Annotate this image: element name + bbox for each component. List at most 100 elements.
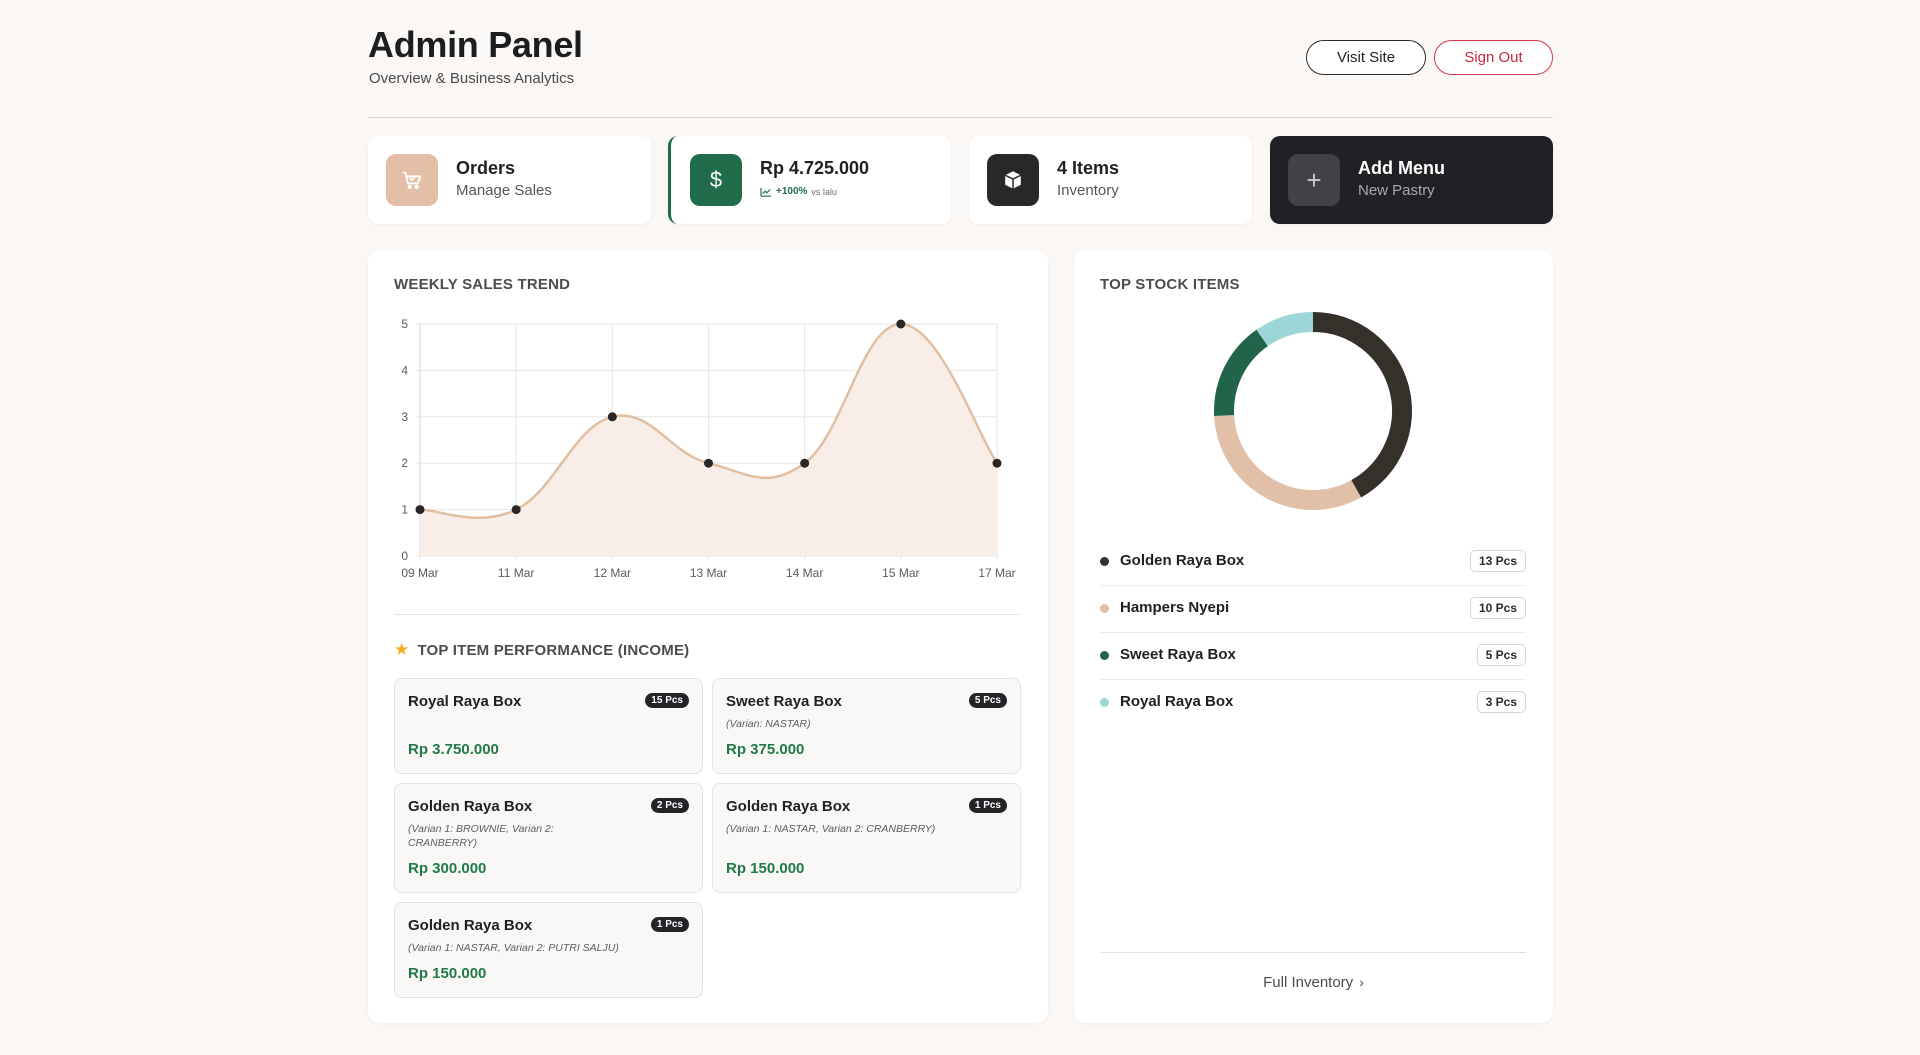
sign-out-button[interactable]: Sign Out: [1434, 40, 1553, 75]
inventory-card[interactable]: 4 Items Inventory: [969, 136, 1252, 224]
performance-card: Golden Raya Box 2 Pcs (Varian 1: BROWNIE…: [394, 783, 703, 893]
y-tick-label: 4: [401, 363, 408, 377]
legend-dot: [1100, 604, 1109, 613]
full-inventory-link[interactable]: Full Inventory ›: [1074, 974, 1553, 991]
data-point: [896, 319, 906, 329]
stock-qty-badge: 10 Pcs: [1469, 597, 1526, 619]
page-subtitle: Overview & Business Analytics: [369, 70, 575, 87]
data-point: [607, 412, 617, 422]
performance-income: Rp 300.000: [408, 860, 487, 877]
y-tick-label: 5: [401, 317, 408, 331]
y-tick-label: 3: [401, 410, 408, 424]
donut-slice: [1256, 312, 1314, 347]
performance-variant: (Varian 1: NASTAR, Varian 2: PUTRI SALJU…: [408, 942, 619, 954]
performance-variant: (Varian 1: NASTAR, Varian 2: CRANBERRY): [726, 823, 936, 835]
y-tick-label: 0: [401, 549, 408, 563]
sales-area: [420, 324, 997, 556]
performance-income: Rp 150.000: [726, 860, 805, 877]
x-tick-label: 15 Mar: [882, 566, 919, 580]
x-tick-label: 09 Mar: [401, 566, 438, 580]
data-point: [511, 505, 521, 515]
donut-slice: [1312, 312, 1412, 498]
performance-qty-badge: 5 Pcs: [968, 693, 1007, 708]
donut-slice: [1214, 329, 1269, 417]
x-tick-label: 13 Mar: [690, 566, 727, 580]
orders-card[interactable]: Orders Manage Sales: [368, 136, 651, 224]
y-tick-label: 2: [401, 456, 408, 470]
add-menu-title: Add Menu: [1358, 158, 1445, 178]
stock-item-name: Sweet Raya Box: [1120, 646, 1236, 663]
performance-qty-badge: 15 Pcs: [645, 693, 689, 708]
performance-card: Golden Raya Box 1 Pcs (Varian 1: NASTAR,…: [394, 902, 703, 998]
box-icon: [987, 154, 1039, 206]
inventory-count: 4 Items: [1057, 158, 1120, 178]
chevron-right-icon: ›: [1359, 974, 1364, 990]
x-tick-label: 12 Mar: [594, 566, 631, 580]
revenue-trend: +100% vs lalu: [760, 186, 837, 197]
x-tick-label: 11 Mar: [498, 566, 534, 580]
performance-qty-badge: 2 Pcs: [650, 798, 689, 813]
performance-qty-badge: 1 Pcs: [968, 798, 1007, 813]
page-header: Admin Panel Overview & Business Analytic…: [368, 0, 1553, 118]
stock-legend-item: Sweet Raya Box 5 Pcs: [1100, 633, 1526, 680]
legend-dot: [1100, 557, 1109, 566]
stat-cards: Orders Manage Sales $ Rp 4.725.000 +100%…: [368, 136, 1553, 224]
stock-legend-item: Royal Raya Box 3 Pcs: [1100, 680, 1526, 727]
performance-item-name: Royal Raya Box: [408, 693, 522, 710]
stock-legend-item: Golden Raya Box 13 Pcs: [1100, 539, 1526, 586]
performance-item-name: Golden Raya Box: [726, 798, 851, 815]
performance-item-name: Golden Raya Box: [408, 798, 533, 815]
revenue-value: Rp 4.725.000: [760, 158, 870, 178]
section-divider: [394, 614, 1021, 615]
performance-income: Rp 375.000: [726, 741, 805, 758]
orders-subtitle: Manage Sales: [456, 182, 552, 199]
performance-variant: (Varian: NASTAR): [726, 718, 811, 730]
top-stock-title: TOP STOCK ITEMS: [1100, 276, 1240, 293]
legend-dot: [1100, 651, 1109, 660]
dollar-icon: $: [690, 154, 742, 206]
data-point: [704, 458, 713, 468]
revenue-card: $ Rp 4.725.000 +100% vs lalu: [668, 136, 951, 224]
performance-item-name: Sweet Raya Box: [726, 693, 842, 710]
full-inventory-label: Full Inventory: [1263, 974, 1354, 991]
performance-income: Rp 3.750.000: [408, 741, 499, 758]
stock-item-name: Hampers Nyepi: [1120, 599, 1230, 616]
add-menu-subtitle: New Pastry: [1358, 182, 1435, 199]
footer-divider: [1100, 952, 1526, 953]
x-tick-label: 14 Mar: [786, 566, 823, 580]
data-point: [800, 458, 810, 468]
y-tick-label: 1: [401, 503, 408, 517]
revenue-trend-note: vs lalu: [811, 186, 837, 197]
visit-site-button[interactable]: Visit Site: [1306, 40, 1426, 75]
legend-dot: [1100, 698, 1109, 707]
star-icon: ★: [394, 640, 410, 659]
performance-card: Golden Raya Box 1 Pcs (Varian 1: NASTAR,…: [712, 783, 1021, 893]
plus-icon: +: [1288, 154, 1340, 206]
inventory-subtitle: Inventory: [1057, 182, 1119, 199]
cart-icon: [386, 154, 438, 206]
x-tick-label: 17 Mar: [978, 566, 1015, 580]
revenue-trend-value: +100%: [776, 186, 808, 197]
stock-panel: TOP STOCK ITEMS Golden Raya Box 13 Pcs H…: [1074, 250, 1553, 1023]
trend-up-icon: [760, 187, 771, 197]
stock-item-name: Royal Raya Box: [1120, 693, 1234, 710]
dashboard: Admin Panel Overview & Business Analytic…: [368, 0, 1553, 1023]
top-performance-heading: ★ TOP ITEM PERFORMANCE (INCOME): [394, 640, 689, 660]
data-point: [415, 505, 425, 515]
performance-card: Royal Raya Box 15 Pcs Rp 3.750.000: [394, 678, 703, 774]
performance-qty-badge: 1 Pcs: [650, 917, 689, 932]
orders-title: Orders: [456, 158, 516, 178]
stock-qty-badge: 3 Pcs: [1476, 691, 1526, 713]
donut-slice: [1214, 414, 1362, 510]
top-performance-title: TOP ITEM PERFORMANCE (INCOME): [417, 641, 690, 659]
performance-variant: (Varian 1: BROWNIE, Varian 2: CRANBERRY): [408, 823, 554, 849]
stock-donut-chart: [1214, 312, 1412, 510]
weekly-sales-chart: 0 1 2 3 4 5 09 Mar 11 Mar 12 Mar 13 Mar 14 Mar 15 M…: [401, 317, 1015, 580]
sales-panel: WEEKLY SALES TREND 0 1 2 3 4 5 09 Mar 11 Mar 12 …: [368, 250, 1048, 1023]
add-menu-card[interactable]: + Add Menu New Pastry: [1270, 136, 1553, 224]
data-point: [992, 458, 1002, 468]
stock-qty-badge: 13 Pcs: [1469, 550, 1526, 572]
performance-income: Rp 150.000: [408, 965, 487, 982]
stock-item-name: Golden Raya Box: [1120, 552, 1245, 569]
performance-card: Sweet Raya Box 5 Pcs (Varian: NASTAR) Rp…: [712, 678, 1021, 774]
